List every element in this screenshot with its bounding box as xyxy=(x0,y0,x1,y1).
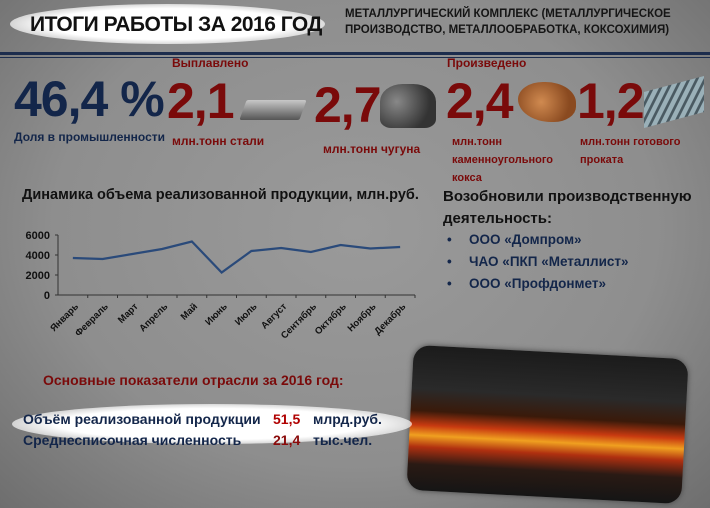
produced-label: Произведено xyxy=(447,56,527,70)
y-tick-label: 0 xyxy=(44,290,50,302)
resumed-item: • ООО «Профдонмет» xyxy=(447,276,606,291)
y-tick-label: 6000 xyxy=(26,230,50,242)
x-tick-label: Июнь xyxy=(203,301,230,328)
chart-title: Динамика объема реализованной продукции,… xyxy=(22,187,419,203)
indicator-label: Объём реализованной продукции xyxy=(23,411,261,427)
steel-ingot-icon xyxy=(239,100,307,120)
share-value: 46,4 % xyxy=(14,71,165,127)
cast-iron-icon xyxy=(380,84,436,128)
indicator-unit: млрд.руб. xyxy=(313,411,382,427)
resumed-item: • ООО «Домпром» xyxy=(447,232,582,247)
hot-metal-photo xyxy=(406,344,689,505)
share-label: Доля в промышленности xyxy=(14,130,166,144)
iron-value: 2,7 xyxy=(314,77,382,133)
indicator-value: 51,5 xyxy=(273,411,301,427)
coke-icon xyxy=(518,82,576,122)
y-tick-label: 4000 xyxy=(26,250,50,262)
x-tick-label: Июль xyxy=(233,301,260,328)
rolled-metal-icon xyxy=(644,75,704,129)
x-tick-label: Октябрь xyxy=(313,301,349,337)
steel-label: млн.тонн стали xyxy=(172,134,265,148)
page-subtitle: МЕТАЛЛУРГИЧЕСКИЙ КОМПЛЕКС (МЕТАЛЛУРГИЧЕС… xyxy=(345,8,671,36)
highlight-glow xyxy=(12,404,412,444)
x-tick-label: Май xyxy=(179,301,200,322)
indicator-unit: тыс.чел. xyxy=(313,432,373,448)
y-tick-label: 2000 xyxy=(26,270,50,282)
indicator-value: 21,4 xyxy=(273,432,301,448)
page-title: ИТОГИ РАБОТЫ ЗА 2016 ГОД xyxy=(30,13,322,36)
x-tick-label: Март xyxy=(116,301,141,326)
steel-value: 2,1 xyxy=(167,73,235,129)
resumed-item: • ЧАО «ПКП «Металлист» xyxy=(447,254,629,269)
rolled-label: млн.тонн готового проката xyxy=(580,136,681,166)
coke-value: 2,4 xyxy=(446,73,514,129)
header-divider xyxy=(0,52,710,58)
smelted-label: Выплавлено xyxy=(172,56,249,70)
indicators-title: Основные показатели отрасли за 2016 год: xyxy=(43,372,344,388)
series-line xyxy=(72,240,401,274)
coke-label: млн.тонн каменноугольного кокса xyxy=(452,136,554,184)
indicator-label: Среднесписочная численность xyxy=(23,432,242,448)
iron-label: млн.тонн чугуна xyxy=(323,142,421,156)
title-badge: ИТОГИ РАБОТЫ ЗА 2016 ГОД xyxy=(10,4,325,44)
x-tick-label: Декабрь xyxy=(372,301,408,337)
x-tick-label: Апрель xyxy=(137,301,170,334)
resumed-title: Возобновили производственную деятельност… xyxy=(443,188,692,227)
x-tick-label: Февраль xyxy=(73,301,111,339)
rolled-value: 1,2 xyxy=(577,73,645,129)
